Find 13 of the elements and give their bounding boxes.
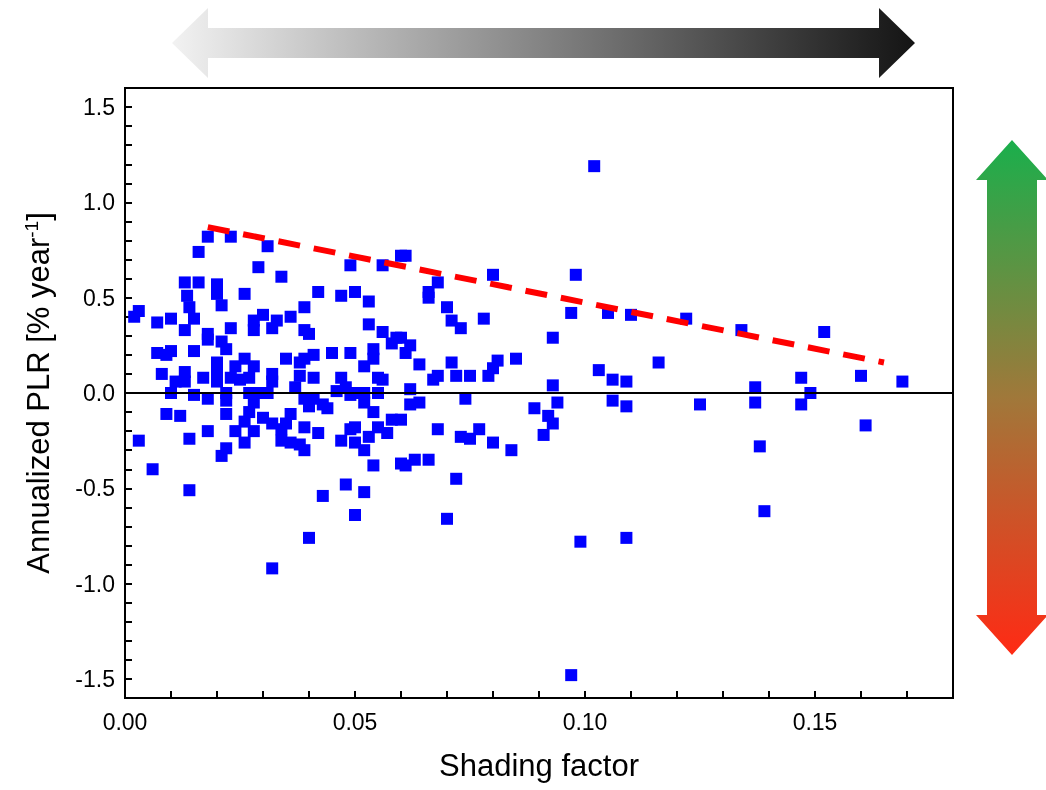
y-tick-label: -1.5: [75, 665, 115, 692]
y-tick-label: 1.5: [83, 94, 115, 121]
y-tick-label: 1.0: [83, 189, 115, 216]
y-tick-label: -1.0: [75, 570, 115, 597]
x-tick-label: 0.10: [562, 708, 608, 735]
x-tick-label: 0.00: [102, 708, 148, 735]
x-axis-title: Shading factor: [439, 748, 639, 783]
y-tick-label: 0.0: [83, 380, 115, 406]
y-tick-label: 0.5: [83, 284, 115, 311]
x-tick-label: 0.15: [792, 708, 838, 735]
y-axis-title: Annualized PLR [% year-1]: [21, 212, 56, 574]
y-tick-label: -0.5: [75, 475, 115, 502]
x-tick-label: 0.05: [332, 708, 378, 735]
